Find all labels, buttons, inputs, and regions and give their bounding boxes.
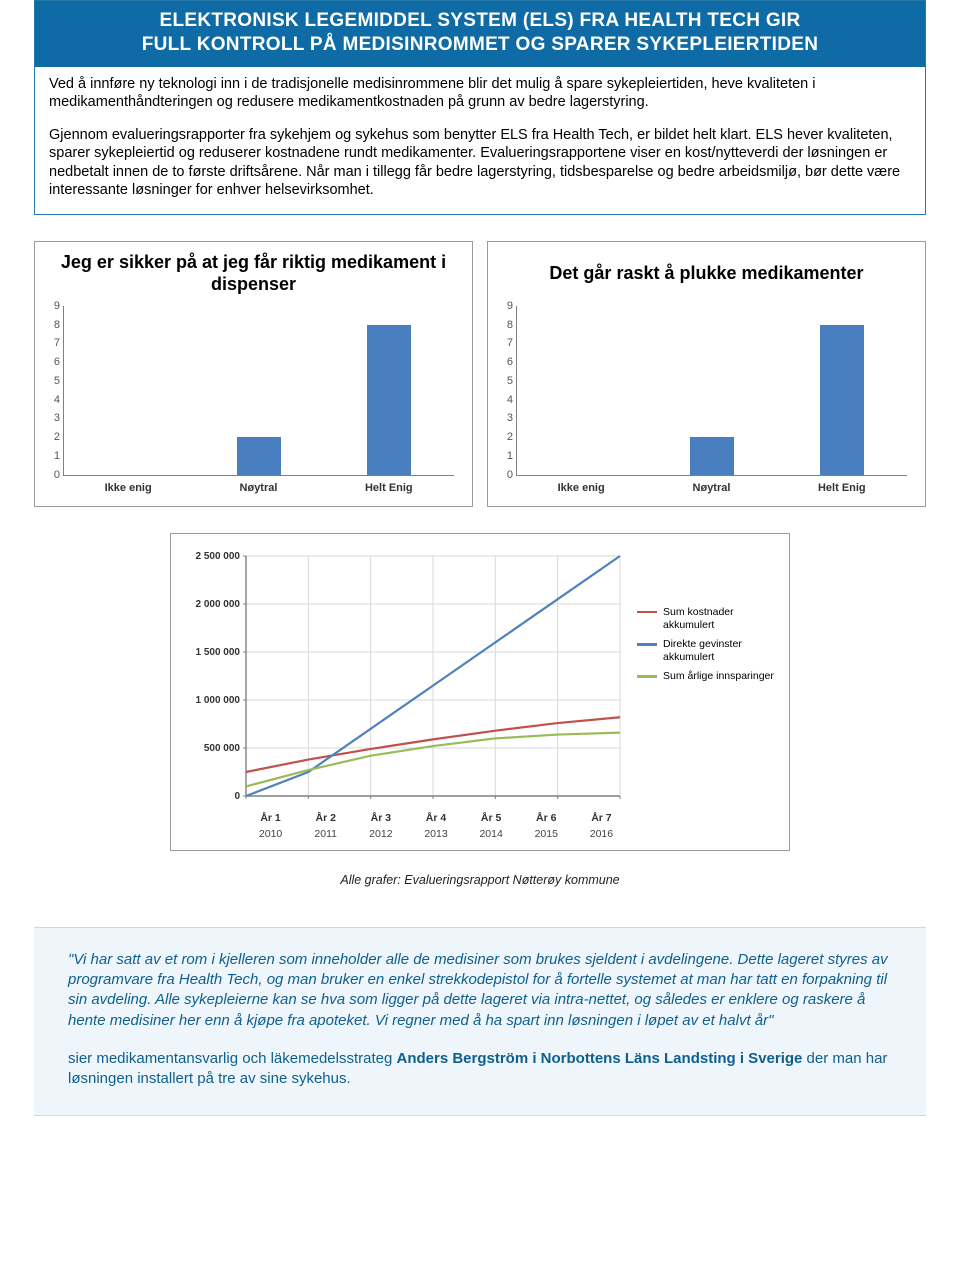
line-chart-plot-wrap: 0 500 000 1 000 000 1 500 000 2 000 000 2 500… xyxy=(183,546,629,840)
line-x-col: År 22011 xyxy=(298,812,353,840)
line-x-col: År 32012 xyxy=(353,812,408,840)
page-title: ELEKTRONISK LEGEMIDDEL SYSTEM (ELS) FRA … xyxy=(35,1,925,67)
intro-paragraph-2: Gjennom evalueringsrapporter fra sykehje… xyxy=(49,126,911,200)
legend-row: Sum kostnader akkumulert xyxy=(637,606,777,632)
svg-text:1 000 000: 1 000 000 xyxy=(196,695,241,706)
intro-paragraph-1: Ved å innføre ny teknologi inn i de trad… xyxy=(49,75,911,112)
bar-chart-left-plot: 9876543210 xyxy=(63,306,454,476)
quote-attribution: sier medikamentansvarlig och läkemedelss… xyxy=(68,1049,892,1090)
line-chart-wrap: 0 500 000 1 000 000 1 500 000 2 000 000 2 500… xyxy=(34,533,926,851)
line-chart-panel: 0 500 000 1 000 000 1 500 000 2 000 000 2 500… xyxy=(170,533,790,851)
legend-swatch xyxy=(637,643,657,646)
bar-charts-row: Jeg er sikker på at jeg får riktig medik… xyxy=(34,241,926,507)
line-chart-xlabels: År 12010År 22011År 32012År 42013År 52014… xyxy=(243,812,629,840)
quote-attrib-name: Anders Bergström i Norbottens Läns Lands… xyxy=(396,1050,802,1067)
line-x-col: År 72016 xyxy=(574,812,629,840)
legend-swatch xyxy=(637,675,657,678)
svg-text:2 000 000: 2 000 000 xyxy=(196,599,241,610)
title-line-2: FULL KONTROLL PÅ MEDISINROMMET OG SPARER… xyxy=(55,33,905,57)
quote-text: "Vi har satt av et rom i kjelleren som i… xyxy=(68,950,892,1031)
bar-chart-left: Jeg er sikker på at jeg får riktig medik… xyxy=(34,241,473,507)
header-box: ELEKTRONISK LEGEMIDDEL SYSTEM (ELS) FRA … xyxy=(34,0,926,215)
bar-chart-right-yticks: 9876543210 xyxy=(499,300,513,481)
bar-chart-right-plot: 9876543210 xyxy=(516,306,907,476)
svg-text:0: 0 xyxy=(234,791,240,802)
intro-text: Ved å innføre ny teknologi inn i de trad… xyxy=(35,67,925,214)
svg-text:500 000: 500 000 xyxy=(204,743,241,754)
bar-chart-right: Det går raskt å plukke medikamenter 9876… xyxy=(487,241,926,507)
legend-row: Sum årlige innsparinger xyxy=(637,670,777,683)
bar-chart-right-xlabels: Ikke enigNøytralHelt Enig xyxy=(516,482,907,494)
bar-chart-left-xlabels: Ikke enigNøytralHelt Enig xyxy=(63,482,454,494)
line-chart-svg: 0 500 000 1 000 000 1 500 000 2 000 000 2 500… xyxy=(183,546,629,806)
line-x-col: År 52014 xyxy=(464,812,519,840)
quote-attrib-prefix: sier medikamentansvarlig och läkemedelss… xyxy=(68,1050,396,1067)
legend-label: Sum kostnader akkumulert xyxy=(663,606,777,632)
legend-label: Sum årlige innsparinger xyxy=(663,670,774,683)
line-x-col: År 62015 xyxy=(519,812,574,840)
quote-box: "Vi har satt av et rom i kjelleren som i… xyxy=(34,927,926,1117)
title-line-1: ELEKTRONISK LEGEMIDDEL SYSTEM (ELS) FRA … xyxy=(55,9,905,33)
bar-chart-right-title: Det går raskt å plukke medikamenter xyxy=(506,252,907,296)
bar-chart-left-yticks: 9876543210 xyxy=(46,300,60,481)
line-x-col: År 12010 xyxy=(243,812,298,840)
svg-text:1 500 000: 1 500 000 xyxy=(196,647,241,658)
svg-text:2 500 000: 2 500 000 xyxy=(196,551,241,562)
legend-label: Direkte gevinster akkumulert xyxy=(663,638,777,664)
line-chart-legend: Sum kostnader akkumulert Direkte gevinste… xyxy=(629,546,777,840)
legend-swatch xyxy=(637,611,657,614)
legend-row: Direkte gevinster akkumulert xyxy=(637,638,777,664)
charts-caption: Alle grafer: Evalueringsrapport Nøtterøy… xyxy=(34,873,926,887)
bar-chart-left-title: Jeg er sikker på at jeg får riktig medik… xyxy=(53,252,454,296)
line-x-col: År 42013 xyxy=(408,812,463,840)
